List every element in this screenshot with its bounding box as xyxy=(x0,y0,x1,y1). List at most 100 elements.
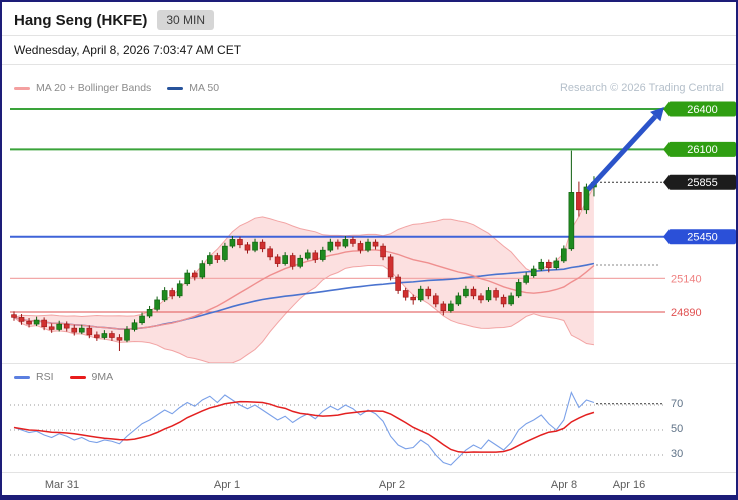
rsi-ma-label: 9MA xyxy=(91,371,114,383)
ma50-label: MA 50 xyxy=(189,82,220,94)
candle-body xyxy=(116,337,123,341)
candle-body xyxy=(282,255,288,264)
candle-body xyxy=(350,239,356,244)
price-tag-notch-icon xyxy=(663,101,669,117)
price-tag xyxy=(669,174,736,190)
candle-body xyxy=(48,326,55,330)
watermark: Research © 2026 Trading Central xyxy=(559,82,724,94)
x-tick-label: Apr 1 xyxy=(213,479,241,491)
price-tag xyxy=(669,229,736,245)
candle-body xyxy=(207,255,213,264)
candle-body xyxy=(101,333,108,338)
candle-body xyxy=(335,241,341,247)
date-divider xyxy=(2,64,736,65)
rsi-level-30-label: 30 xyxy=(671,448,684,460)
candle-body xyxy=(26,321,32,325)
x-axis: Mar 31 Apr 1 Apr 2 Apr 8 Apr 16 xyxy=(2,479,736,495)
candle-body xyxy=(86,327,93,336)
timeframe-badge: 30 MIN xyxy=(157,10,215,30)
candle-body xyxy=(71,327,78,333)
rsi-indicator-chart xyxy=(10,390,665,466)
candle-body xyxy=(214,255,221,260)
x-tick-label: Apr 8 xyxy=(550,479,578,491)
candle-body xyxy=(289,255,296,267)
candle-body xyxy=(199,263,206,278)
price-tag-notch-icon xyxy=(663,141,669,157)
price-tag-label: 25855 xyxy=(687,177,718,189)
candle-body xyxy=(327,241,334,251)
candle-body xyxy=(432,295,439,305)
candle-body xyxy=(568,192,575,250)
candle-body xyxy=(576,192,582,211)
price-level-text-label: 25140 xyxy=(671,273,702,285)
candle-body xyxy=(425,288,432,297)
price-tag-notch-icon xyxy=(663,174,669,190)
candle-body xyxy=(176,283,183,297)
candle-body xyxy=(191,272,198,278)
candle-body xyxy=(530,268,537,277)
bollinger-lower-line xyxy=(13,264,595,364)
candle-body xyxy=(161,290,168,301)
bollinger-band-area xyxy=(14,186,594,363)
rsi-ma-swatch-icon xyxy=(69,375,86,379)
candle-body xyxy=(417,288,424,301)
candle-body xyxy=(259,241,266,250)
candle-body xyxy=(538,261,545,270)
candle-body xyxy=(485,290,492,301)
candle-body xyxy=(380,245,386,258)
trend-arrow-head-icon xyxy=(650,106,664,122)
candle-body xyxy=(274,256,281,264)
candle-body xyxy=(244,244,251,251)
rsi-line xyxy=(13,390,595,466)
candle-body xyxy=(11,314,17,318)
price-chart-legend: MA 20 + Bollinger Bands MA 50 xyxy=(14,82,229,94)
price-tag-label: 25450 xyxy=(687,232,718,244)
price-tag-label: 26400 xyxy=(687,104,718,116)
candle-body xyxy=(304,252,311,259)
panel-divider xyxy=(2,363,736,364)
price-tag xyxy=(669,101,736,117)
candle-body xyxy=(470,288,477,297)
candle-body xyxy=(124,329,130,341)
ma20-line xyxy=(13,249,595,330)
candle-body xyxy=(448,303,454,311)
candle-body xyxy=(184,272,191,285)
x-tick-label: Apr 16 xyxy=(612,479,646,491)
header: Hang Seng (HKFE) 30 MIN xyxy=(14,10,215,30)
candle-body xyxy=(365,241,371,251)
candle-body xyxy=(523,275,529,283)
candle-body xyxy=(94,334,100,338)
trend-arrow-shaft xyxy=(586,114,658,192)
candle-body xyxy=(33,319,40,325)
ma20-bollinger-swatch-icon xyxy=(14,86,30,90)
candle-body xyxy=(553,260,560,268)
candle-body xyxy=(267,248,273,258)
rsi-level-70-label: 70 xyxy=(671,398,684,410)
candle-body xyxy=(154,299,160,310)
candle-body xyxy=(297,257,304,267)
candle-body xyxy=(440,303,447,311)
rsi-legend: RSI 9MA xyxy=(14,371,123,383)
candle-body xyxy=(63,323,70,329)
candle-body xyxy=(56,323,62,330)
candle-body xyxy=(508,295,514,305)
candle-body xyxy=(455,295,462,305)
candle-body xyxy=(545,261,552,268)
candle-body xyxy=(169,290,175,297)
candle-body xyxy=(583,186,590,211)
candle-body xyxy=(237,239,243,246)
rsi-level-50-label: 50 xyxy=(671,423,684,435)
candle-body xyxy=(312,252,319,260)
bollinger-upper-line xyxy=(13,186,595,318)
candle-body xyxy=(410,296,416,301)
candle-body xyxy=(561,248,567,262)
candle-body xyxy=(146,309,153,317)
instrument-title: Hang Seng (HKFE) xyxy=(14,11,148,29)
rsi-ma-line xyxy=(13,400,595,454)
candle-body xyxy=(78,327,85,333)
header-divider xyxy=(2,35,736,36)
axis-divider xyxy=(2,472,736,473)
rsi-label: RSI xyxy=(36,371,54,383)
ma50-swatch-icon xyxy=(167,86,184,90)
